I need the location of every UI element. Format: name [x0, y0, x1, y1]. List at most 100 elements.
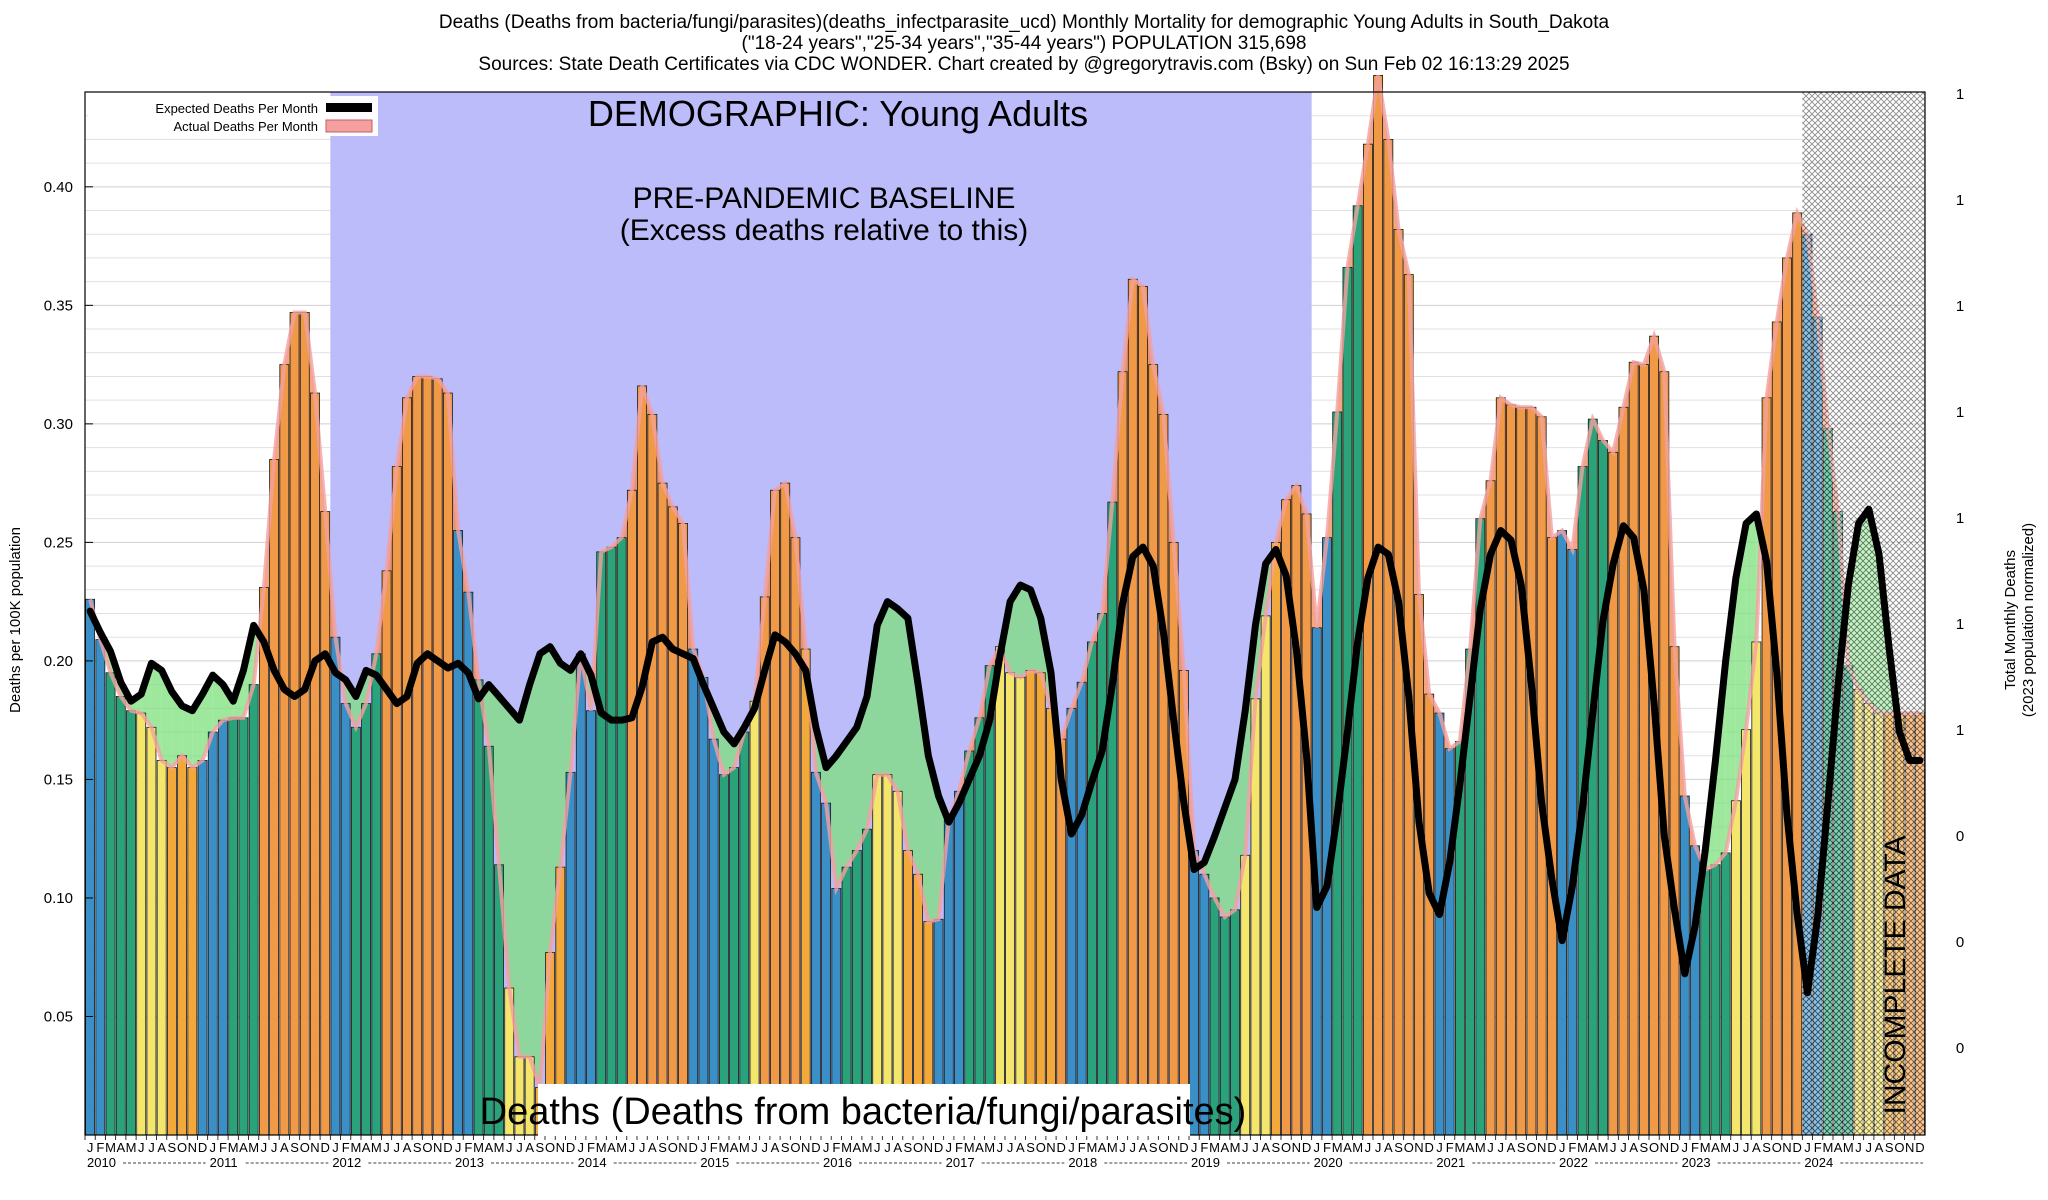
- x-month-label: N: [433, 1140, 442, 1155]
- x-month-label: J: [455, 1140, 462, 1155]
- x-month-label: J: [516, 1140, 523, 1155]
- x-month-label: D: [1179, 1140, 1188, 1155]
- bar: [1168, 541, 1179, 1136]
- x-month-label: J: [138, 1140, 145, 1155]
- y-tick-label: 0.10: [44, 890, 73, 907]
- bar: [207, 731, 218, 1136]
- bar: [238, 717, 249, 1136]
- x-month-label: M: [739, 1140, 750, 1155]
- x-month-label: A: [239, 1140, 248, 1155]
- bar: [105, 672, 116, 1136]
- x-month-label: J: [997, 1140, 1004, 1155]
- chart-title-line2: ("18-24 years","25-34 years","35-44 year…: [741, 33, 1307, 54]
- x-month-label: J: [1498, 1140, 1505, 1155]
- x-month-label: J: [751, 1140, 758, 1155]
- difference-fill: [1224, 779, 1235, 917]
- y2-tick-label: 0: [1956, 1040, 1964, 1057]
- x-year-label: 2011: [210, 1155, 238, 1170]
- x-month-label: F: [464, 1140, 472, 1155]
- bar: [473, 679, 484, 1136]
- bar: [453, 530, 464, 1136]
- bar: [156, 760, 167, 1136]
- x-month-label: F: [832, 1140, 840, 1155]
- x-month-label: J: [700, 1140, 707, 1155]
- bar: [1138, 285, 1148, 1136]
- bar: [790, 537, 801, 1136]
- x-month-label: M: [1086, 1140, 1097, 1155]
- difference-fill: [212, 675, 223, 733]
- x-month-label: F: [1323, 1140, 1331, 1155]
- bar: [371, 653, 382, 1136]
- x-month-label: O: [1894, 1140, 1904, 1155]
- x-month-label: O: [1526, 1140, 1536, 1155]
- x-month-label: M: [371, 1140, 382, 1155]
- x-month-label: N: [1782, 1140, 1791, 1155]
- x-month-label: M: [984, 1140, 995, 1155]
- y-tick-label: 0.35: [44, 297, 73, 314]
- bar: [1628, 361, 1639, 1136]
- difference-fill: [897, 608, 908, 851]
- x-month-label: F: [342, 1140, 350, 1155]
- x-month-label: S: [413, 1140, 422, 1155]
- x-month-label: O: [1772, 1140, 1782, 1155]
- bar: [330, 636, 341, 1136]
- y-tick-label: 0.05: [44, 1008, 73, 1025]
- x-month-label: J: [1242, 1140, 1249, 1155]
- bar: [1516, 406, 1527, 1136]
- difference-fill: [151, 663, 162, 761]
- x-month-label: S: [536, 1140, 545, 1155]
- bar: [1086, 641, 1097, 1136]
- x-month-label: N: [1292, 1140, 1301, 1155]
- x-month-label: S: [1762, 1140, 1771, 1155]
- x-year-label: 2018: [1068, 1155, 1097, 1170]
- difference-fill: [856, 696, 867, 851]
- x-month-label: M: [1454, 1140, 1465, 1155]
- y2-tick-label: 1: [1956, 404, 1964, 421]
- x-month-label: N: [801, 1140, 810, 1155]
- difference-fill: [1010, 585, 1021, 678]
- x-month-label: J: [1252, 1140, 1259, 1155]
- bar: [1741, 729, 1752, 1136]
- x-month-label: A: [1466, 1140, 1475, 1155]
- bar: [667, 506, 678, 1136]
- x-month-label: A: [852, 1140, 861, 1155]
- x-month-label: D: [1793, 1140, 1802, 1155]
- x-month-label: A: [1629, 1140, 1638, 1155]
- bar: [1035, 672, 1046, 1136]
- x-month-label: J: [394, 1140, 401, 1155]
- bar: [228, 717, 239, 1136]
- bar: [1782, 257, 1792, 1136]
- x-month-label: J: [1314, 1140, 1321, 1155]
- x-month-label: J: [639, 1140, 646, 1155]
- chart-title-line1: Deaths (Deaths from bacteria/fungi/paras…: [438, 12, 1610, 33]
- y-axis-title: Deaths per 100K population: [7, 527, 24, 713]
- bar: [361, 703, 372, 1136]
- x-month-label: J: [762, 1140, 769, 1155]
- x-month-label: M: [1107, 1140, 1118, 1155]
- bar: [1383, 139, 1394, 1136]
- bar: [974, 717, 985, 1136]
- difference-fill: [836, 741, 847, 889]
- x-month-label: D: [1057, 1140, 1066, 1155]
- y2-tick-label: 1: [1956, 510, 1964, 527]
- x-month-label: M: [1822, 1140, 1833, 1155]
- x-month-label: S: [1640, 1140, 1649, 1155]
- bar: [1127, 278, 1138, 1136]
- difference-fill: [519, 684, 530, 1057]
- x-month-label: D: [811, 1140, 820, 1155]
- x-month-label: A: [607, 1140, 616, 1155]
- bar: [1015, 677, 1026, 1136]
- bar: [391, 466, 402, 1136]
- x-month-label: J: [1375, 1140, 1382, 1155]
- x-month-label: M: [964, 1140, 975, 1155]
- baseline-annotation-line1: PRE-PANDEMIC BASELINE: [633, 182, 1016, 215]
- bar: [95, 639, 106, 1136]
- x-month-label: J: [1130, 1140, 1137, 1155]
- x-month-label: A: [1752, 1140, 1761, 1155]
- x-year-label: 2015: [700, 1155, 729, 1170]
- y2-tick-label: 0: [1956, 828, 1964, 845]
- x-month-label: J: [1365, 1140, 1372, 1155]
- x-month-label: J: [1436, 1140, 1443, 1155]
- bar: [698, 677, 709, 1136]
- x-month-label: M: [1700, 1140, 1711, 1155]
